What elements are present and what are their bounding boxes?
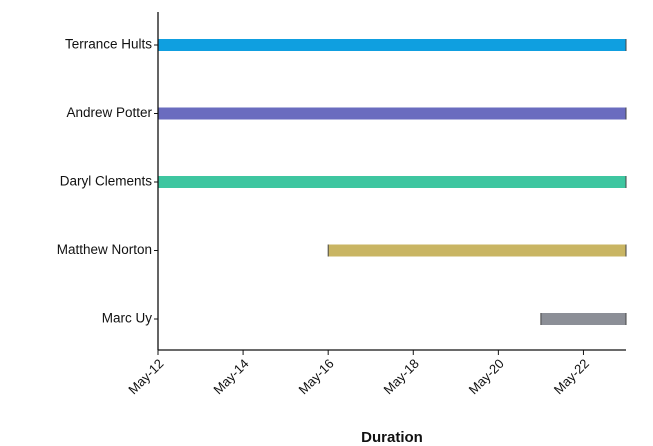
y-tick-label-terrance-hults: Terrance Hults: [65, 37, 152, 52]
x-tick-label-may-12: May-12: [125, 356, 166, 397]
x-ticks-layer: May-12 May-14 May-16 May-18 May-20 May-22: [125, 350, 592, 397]
x-tick-label-may-20: May-20: [466, 356, 507, 397]
x-tick-label-may-16: May-16: [295, 356, 336, 397]
x-tick-label-may-22: May-22: [551, 356, 592, 397]
bar-matthew-norton: [328, 244, 626, 257]
y-tick-label-matthew-norton: Matthew Norton: [57, 242, 152, 257]
bar-daryl-clements: [158, 176, 626, 188]
x-tick-label-may-14: May-14: [210, 356, 251, 397]
x-axis-title: Duration: [361, 429, 423, 446]
bars-layer: [157, 39, 627, 325]
y-tick-label-marc-uy: Marc Uy: [102, 311, 152, 326]
bar-andrew-potter: [158, 107, 626, 120]
bar-terrance-hults: [158, 39, 626, 51]
x-tick-label-may-18: May-18: [381, 356, 422, 397]
bar-marc-uy: [540, 313, 626, 325]
y-ticks-layer: Terrance Hults Andrew Potter Daryl Clement…: [57, 37, 158, 326]
y-tick-label-andrew-potter: Andrew Potter: [66, 105, 152, 120]
y-tick-label-daryl-clements: Daryl Clements: [60, 174, 153, 189]
